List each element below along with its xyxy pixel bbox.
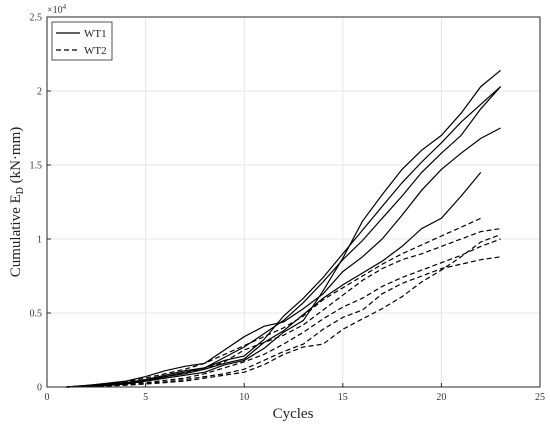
- plot-frame: [46, 16, 541, 388]
- gridlines: [47, 17, 540, 387]
- x-tick-label: 15: [338, 392, 348, 403]
- y-tick-label: 1.5: [30, 161, 43, 172]
- ticks: 0 5 10 15 20 25 0 0.5 1 1.5 2 2.5: [30, 13, 546, 404]
- x-tick-label: 25: [535, 392, 545, 403]
- y-tick-label: 2: [37, 87, 42, 98]
- series-line-wt2-7: [66, 217, 482, 388]
- y-tick-label: 0: [37, 383, 42, 394]
- series-line-wt2-8: [66, 238, 501, 388]
- y-tick-label: 1: [37, 235, 42, 246]
- series-group: [66, 69, 502, 388]
- x-tick-label: 20: [436, 392, 446, 403]
- x-tick-label: 0: [45, 392, 50, 403]
- series-line-wt1-1: [66, 86, 502, 388]
- x-tick-label: 10: [239, 392, 249, 403]
- series-line-wt1-5: [66, 172, 482, 388]
- y-axis-label: Cumulative ED (kN·mm): [8, 127, 26, 278]
- legend-label-wt1: WT1: [84, 28, 107, 40]
- plot-area: [47, 17, 540, 387]
- y-tick-label: 2.5: [30, 13, 43, 24]
- series-line-wt1-4: [66, 127, 501, 388]
- series-line-wt2-6: [66, 228, 501, 388]
- x-axis-label: Cycles: [273, 406, 314, 422]
- x-tick-label: 5: [143, 392, 148, 403]
- legend-label-wt2: WT2: [84, 45, 107, 57]
- y-tick-label: 0.5: [30, 309, 43, 320]
- legend-box: [51, 21, 113, 61]
- legend: WT1 WT2: [51, 21, 113, 61]
- series-line-wt1-3: [66, 69, 501, 388]
- series-line-wt2-10: [66, 234, 501, 388]
- y-exponent: ×104: [47, 3, 67, 16]
